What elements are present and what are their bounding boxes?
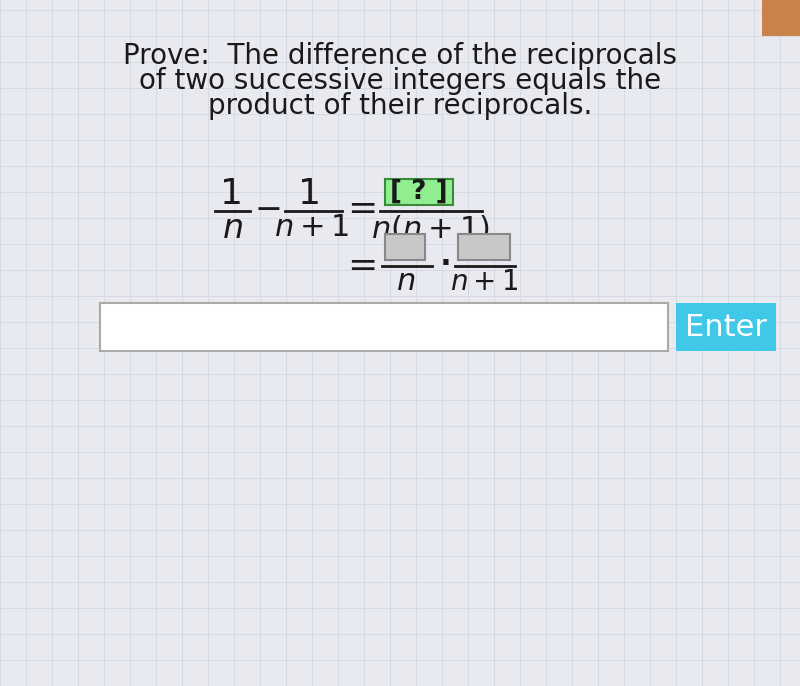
Bar	[100, 303, 668, 351]
Text: $n+1$: $n+1$	[450, 268, 518, 296]
Text: =: =	[347, 192, 377, 226]
Text: =: =	[347, 249, 377, 283]
Text: $n+1$: $n+1$	[274, 213, 350, 242]
Text: of two successive integers equals the: of two successive integers equals the	[139, 67, 661, 95]
Text: $n$: $n$	[396, 268, 416, 296]
Bar	[458, 234, 510, 260]
Text: [ ? ]: [ ? ]	[390, 179, 448, 205]
Text: $n$: $n$	[222, 211, 242, 244]
Text: Prove:  The difference of the reciprocals: Prove: The difference of the reciprocals	[123, 42, 677, 70]
Text: Enter: Enter	[685, 313, 767, 342]
Text: 1: 1	[221, 177, 243, 211]
Bar	[385, 179, 453, 205]
Text: $n(n+1)$: $n(n+1)$	[370, 213, 490, 244]
Bar	[762, 0, 800, 36]
Text: product of their reciprocals.: product of their reciprocals.	[208, 92, 592, 120]
Text: 1: 1	[298, 177, 322, 211]
Bar	[676, 303, 776, 351]
Text: ·: ·	[438, 241, 454, 289]
Bar	[385, 234, 425, 260]
Text: −: −	[254, 193, 282, 226]
